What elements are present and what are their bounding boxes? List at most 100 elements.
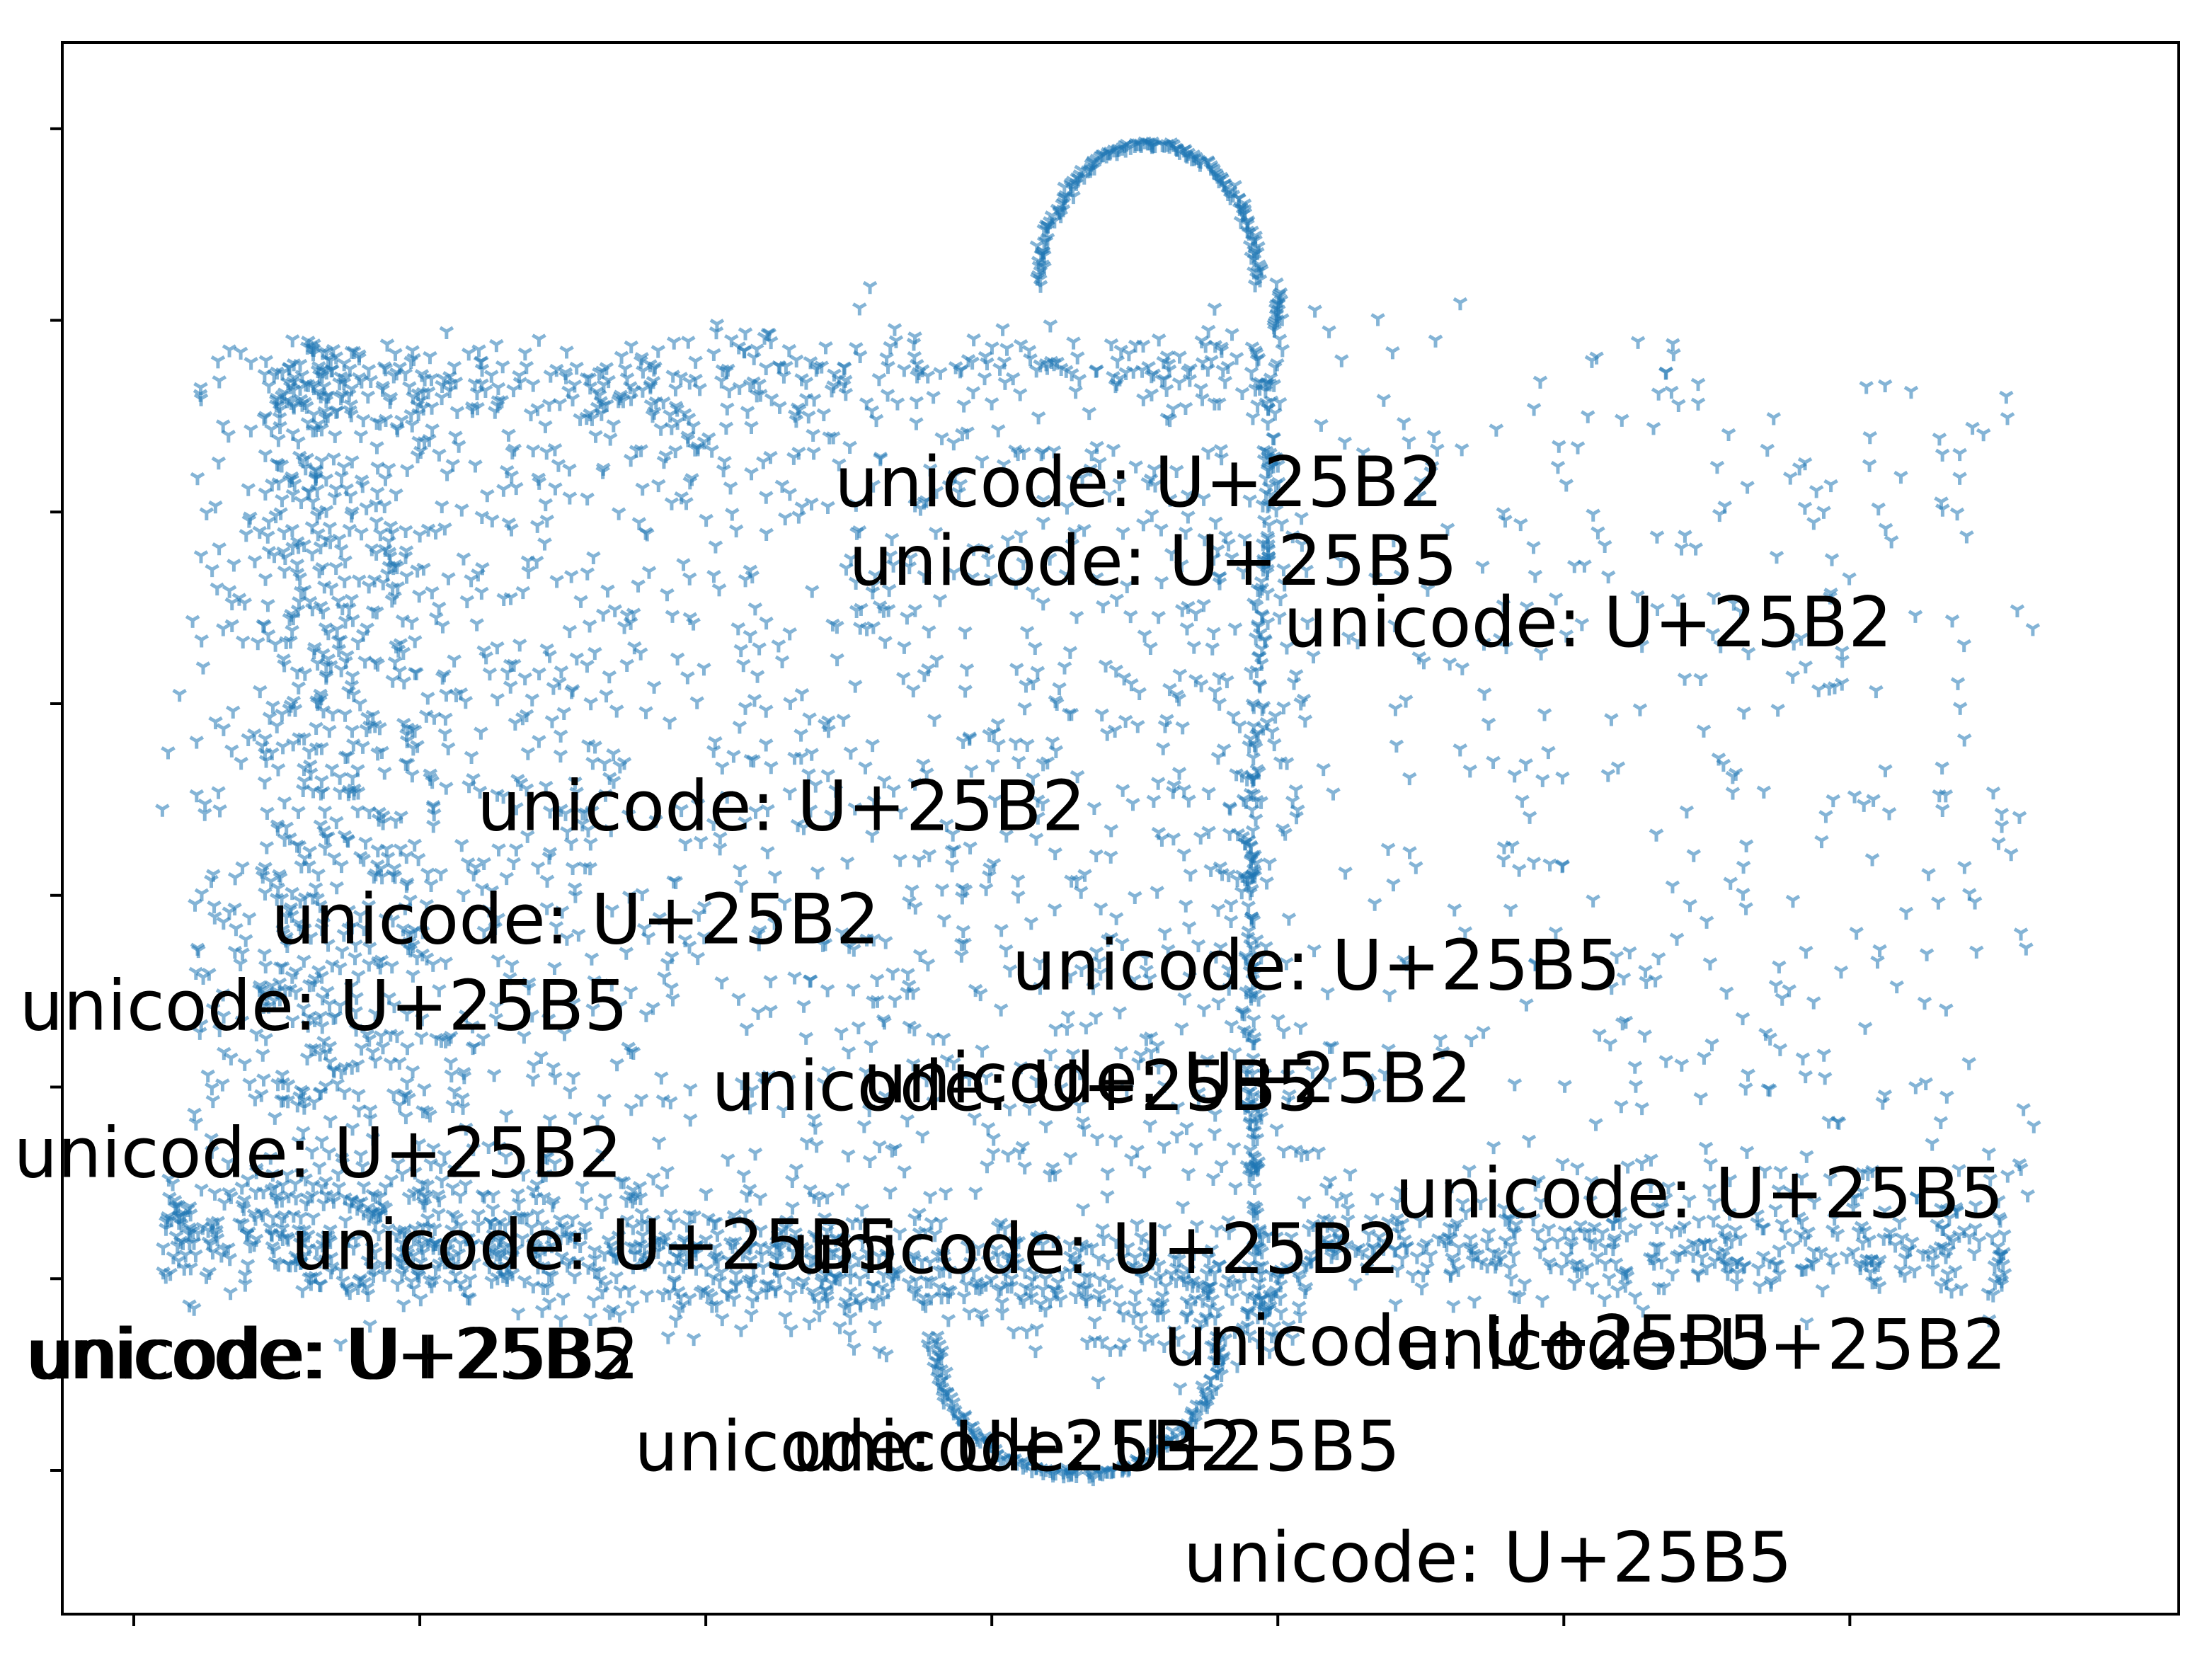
scatter-point bbox=[1130, 719, 1145, 733]
scatter-point bbox=[499, 1109, 514, 1123]
scatter-point bbox=[324, 763, 340, 777]
scatter-point bbox=[587, 975, 602, 988]
scatter-point bbox=[439, 782, 454, 795]
scatter-point bbox=[624, 1102, 639, 1116]
scatter-point bbox=[690, 443, 706, 457]
scatter-point bbox=[959, 663, 975, 677]
scatter-point bbox=[660, 1165, 675, 1179]
scatter-point bbox=[1143, 641, 1158, 656]
scatter-point bbox=[525, 693, 540, 707]
scatter-point bbox=[539, 446, 554, 460]
scatter-point bbox=[194, 634, 210, 648]
scatter-point bbox=[782, 787, 798, 801]
scatter-point bbox=[460, 857, 476, 871]
scatter-point bbox=[1083, 463, 1098, 477]
scatter-point bbox=[1178, 526, 1193, 540]
scatter-point bbox=[517, 1030, 532, 1044]
scatter-point bbox=[900, 611, 915, 625]
scatter-point bbox=[308, 882, 323, 896]
scatter-point bbox=[260, 806, 275, 820]
scatter-point bbox=[207, 911, 222, 925]
scatter-point bbox=[290, 559, 305, 572]
scatter-point bbox=[862, 1155, 878, 1168]
scatter-point bbox=[583, 697, 598, 711]
scatter-point bbox=[1180, 489, 1196, 503]
scatter-point bbox=[699, 513, 714, 527]
scatter-point bbox=[357, 656, 372, 669]
scatter-point bbox=[787, 971, 802, 985]
scatter-point bbox=[547, 1157, 563, 1171]
scatter-point bbox=[1166, 832, 1181, 846]
scatter-point bbox=[1077, 523, 1091, 537]
scatter-point bbox=[313, 819, 328, 833]
scatter-point bbox=[651, 1136, 667, 1150]
scatter-point bbox=[531, 472, 546, 486]
scatter-point bbox=[309, 721, 323, 735]
scatter-point bbox=[386, 1000, 402, 1014]
scatter-point bbox=[274, 1094, 289, 1108]
scatter-point bbox=[1079, 1021, 1094, 1035]
scatter-point bbox=[234, 1015, 250, 1029]
scatter-point bbox=[264, 423, 279, 438]
scatter-point bbox=[648, 815, 663, 828]
scatter-point bbox=[1222, 801, 1237, 815]
scatter-point bbox=[1171, 693, 1186, 707]
scatter-point bbox=[641, 566, 657, 579]
scatter-point bbox=[1133, 1049, 1148, 1063]
scatter-point bbox=[1218, 530, 1233, 544]
scatter-point bbox=[638, 706, 653, 719]
scatter-point bbox=[920, 958, 936, 972]
scatter-point bbox=[712, 842, 728, 856]
scatter-point bbox=[736, 658, 751, 673]
scatter-point bbox=[1065, 1048, 1081, 1062]
scatter-point bbox=[263, 876, 279, 889]
scatter-point bbox=[408, 667, 423, 680]
scatter-point bbox=[468, 459, 483, 473]
annotation-label: unicode: U+25B2 bbox=[835, 442, 1443, 523]
scatter-point bbox=[682, 1083, 698, 1097]
scatter-point bbox=[465, 1041, 481, 1056]
scatter-point bbox=[322, 724, 337, 738]
scatter-point bbox=[752, 925, 767, 939]
scatter-point bbox=[777, 512, 793, 526]
scatter-point bbox=[985, 759, 1000, 772]
scatter-point bbox=[1223, 898, 1239, 913]
scatter-point bbox=[820, 984, 835, 997]
scatter-point bbox=[1043, 1048, 1058, 1062]
scatter-point bbox=[821, 1065, 836, 1080]
scatter-point bbox=[946, 567, 962, 581]
scatter-point bbox=[208, 500, 223, 514]
scatter-point bbox=[1075, 471, 1090, 486]
scatter-point bbox=[255, 1048, 270, 1062]
scatter-point bbox=[437, 1150, 452, 1163]
scatter-point bbox=[808, 1121, 823, 1135]
scatter-point bbox=[294, 496, 309, 510]
scatter-point bbox=[449, 406, 465, 419]
scatter-point bbox=[1112, 1006, 1128, 1019]
scatter-point bbox=[491, 954, 506, 968]
scatter-point bbox=[1012, 1146, 1027, 1160]
scatter-point bbox=[706, 818, 721, 831]
scatter-point bbox=[1280, 1069, 1295, 1082]
scatter-point bbox=[900, 968, 915, 981]
scatter-point bbox=[273, 507, 288, 520]
scatter-point bbox=[1281, 913, 1297, 926]
scatter-point bbox=[582, 619, 597, 633]
scatter-point bbox=[586, 551, 601, 565]
scatter-point bbox=[1116, 527, 1130, 540]
scatter-point bbox=[670, 652, 685, 666]
scatter-point bbox=[345, 724, 360, 738]
scatter-point bbox=[365, 1133, 381, 1146]
scatter-point bbox=[619, 947, 634, 960]
scatter-point bbox=[731, 993, 746, 1006]
scatter-point bbox=[789, 1163, 804, 1177]
scatter-point bbox=[1271, 1014, 1285, 1027]
scatter-point bbox=[1118, 714, 1133, 728]
scatter-point bbox=[738, 816, 752, 830]
scatter-point bbox=[736, 1170, 752, 1183]
scatter-point bbox=[733, 644, 749, 658]
scatter-point bbox=[907, 499, 922, 513]
scatter-point bbox=[1174, 604, 1190, 617]
scatter-point bbox=[1036, 598, 1051, 611]
scatter-point bbox=[205, 1094, 221, 1109]
